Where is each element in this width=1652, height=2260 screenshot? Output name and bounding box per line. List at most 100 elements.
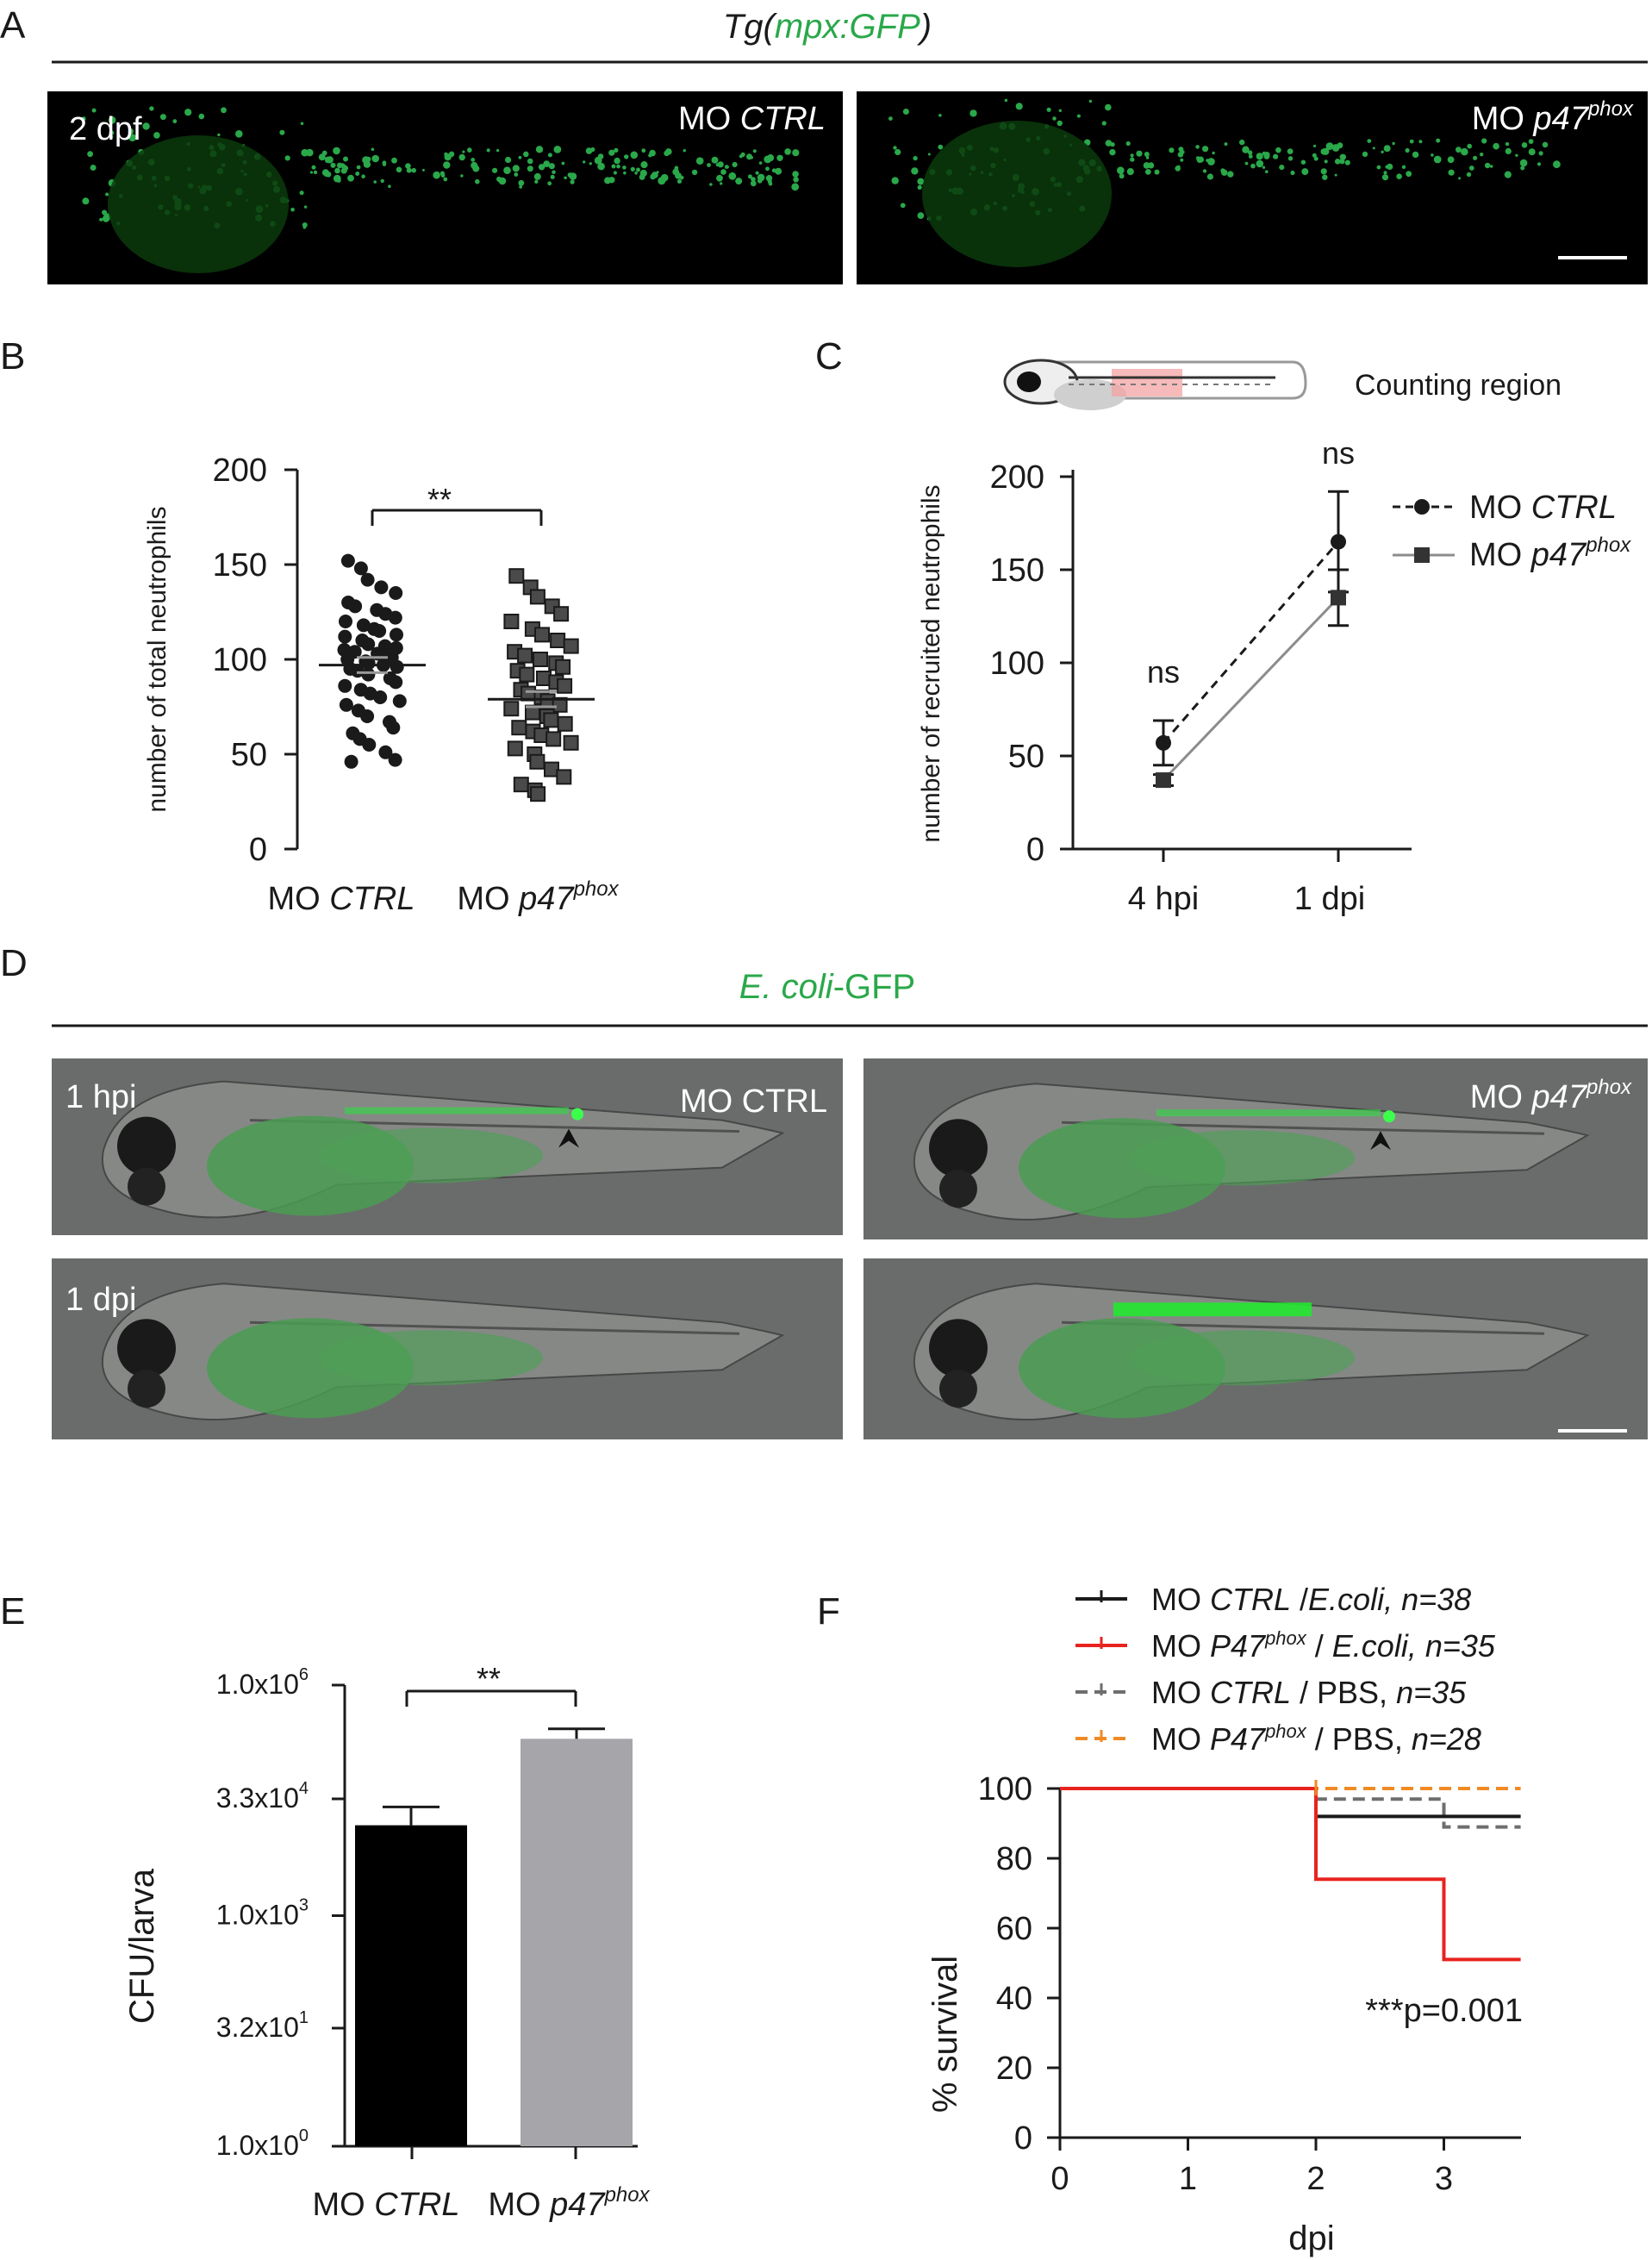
- neutrophil-dot: [1109, 148, 1116, 156]
- neutrophil-dot: [548, 163, 555, 170]
- neutrophil-dot: [792, 149, 800, 157]
- neutrophil-dot: [561, 161, 565, 165]
- survival-curve: [1060, 1787, 1521, 1829]
- neutrophil-dot: [728, 172, 737, 180]
- neutrophil-dot: [1504, 171, 1512, 178]
- neutrophil-dot: [1480, 153, 1484, 157]
- neutrophil-dot: [1381, 174, 1389, 181]
- larva-schematic: [1003, 359, 1307, 410]
- neutrophil-dot: [649, 149, 656, 157]
- neutrophil-dot: [1320, 168, 1327, 175]
- ytick-label: 0: [249, 832, 267, 868]
- neutrophil-dot: [1195, 156, 1200, 160]
- neutrophil-dot: [1433, 155, 1442, 164]
- neutrophil-dot: [467, 147, 472, 153]
- panel-b-letter: B: [0, 335, 25, 378]
- neutrophil-dot: [1250, 163, 1256, 169]
- neutrophil-dot: [895, 148, 901, 156]
- neutrophil-dot: [1248, 154, 1253, 159]
- neutrophil-dot: [421, 168, 425, 172]
- neutrophil-dot: [1256, 153, 1263, 160]
- neutrophil-dot: [1396, 173, 1402, 179]
- panel-e-yticks: 1.0x106 3.3x104 1.0x103 3.2x101 1.0x100: [216, 1665, 345, 2161]
- counting-region-label: Counting region: [1355, 369, 1562, 402]
- neutrophil-dot: [776, 154, 783, 161]
- neutrophil-dot: [1117, 166, 1125, 174]
- neutrophil-dot: [750, 156, 753, 159]
- data-point: [348, 599, 363, 614]
- neutrophil-dot: [709, 183, 713, 186]
- neutrophil-dot: [1312, 144, 1317, 147]
- legend-ctrl-marker: [1414, 499, 1430, 515]
- panel-f-letter: F: [817, 1590, 840, 1633]
- neutrophil-dot: [752, 149, 757, 153]
- neutrophil-dot: [784, 148, 791, 155]
- neutrophil-dot: [634, 172, 638, 175]
- data-point: [374, 580, 389, 595]
- panel-f-series: [1060, 1780, 1521, 1962]
- neutrophil-dot: [519, 185, 522, 189]
- neutrophil-dot: [1256, 159, 1264, 168]
- neutrophil-dot: [1144, 169, 1151, 175]
- data-point: [533, 652, 548, 667]
- neutrophil-dot: [91, 108, 97, 113]
- image-ctrl-1dpi: [52, 1258, 843, 1439]
- neutrophil-dot: [1195, 145, 1200, 149]
- panel-b-yticks: 200 150 100 50 0: [213, 453, 297, 868]
- neutrophil-dot: [917, 184, 922, 190]
- data-point: [339, 615, 352, 628]
- neutrophil-dot: [505, 156, 512, 164]
- xtick-label: 3: [1435, 2161, 1453, 2197]
- neutrophil-dot: [475, 178, 480, 184]
- data-point: [361, 637, 376, 652]
- neutrophil-dot: [406, 167, 412, 173]
- neutrophil-dot: [1169, 147, 1175, 153]
- neutrophil-dot: [217, 133, 221, 137]
- panel-e-letter: E: [0, 1590, 25, 1633]
- neutrophil-dot: [1339, 159, 1345, 165]
- neutrophil-dot: [791, 183, 800, 191]
- data-point: [513, 777, 529, 793]
- panel-e-cat-p47: MO p47phox: [488, 2183, 650, 2223]
- neutrophil-dot: [321, 150, 327, 156]
- neutrophil-dot: [676, 178, 683, 184]
- neutrophil-dot: [1154, 169, 1160, 175]
- neutrophil-dot: [128, 128, 134, 134]
- neutrophil-dot: [300, 122, 304, 126]
- neutrophil-dot: [608, 149, 615, 156]
- panel-b: B number of total neutrophils 200 150 100 5…: [0, 335, 620, 917]
- neutrophil-dot: [1436, 138, 1441, 143]
- neutrophil-dot: [1287, 156, 1294, 161]
- data-point: [503, 701, 520, 717]
- neutrophil-dot: [396, 166, 402, 173]
- neutrophil-dot: [1324, 159, 1328, 164]
- neutrophil-dot: [1467, 143, 1472, 149]
- neutrophil-dot: [1076, 114, 1081, 118]
- ytick-label: 60: [996, 1911, 1032, 1947]
- data-point: [1331, 534, 1346, 550]
- neutrophil-dot: [309, 171, 314, 174]
- neutrophil-dot: [1461, 147, 1468, 156]
- data-point: [353, 561, 368, 576]
- data-point: [511, 720, 527, 736]
- neutrophil-dot: [902, 109, 909, 115]
- neutrophil-dot: [1227, 171, 1234, 178]
- panel-c-letter: C: [815, 335, 843, 378]
- data-point: [361, 656, 376, 671]
- neutrophil-dot: [1528, 139, 1534, 145]
- neutrophil-dot: [1101, 121, 1107, 126]
- neutrophil-dot: [767, 179, 772, 184]
- panel-b-cat-ctrl: MO CTRL: [267, 881, 415, 917]
- neutrophil-dot: [334, 167, 340, 174]
- neutrophil-dot: [1239, 139, 1245, 146]
- ns-label-1dpi: ns: [1322, 435, 1355, 471]
- neutrophil-dot: [1178, 147, 1184, 153]
- neutrophil-dot: [443, 161, 451, 169]
- data-point: [389, 675, 403, 690]
- neutrophil-dot: [1538, 151, 1543, 156]
- neutrophil-dot: [630, 166, 635, 172]
- neutrophil-dot: [1015, 103, 1023, 110]
- neutrophil-dot: [691, 169, 698, 176]
- neutrophil-dot: [1468, 165, 1474, 171]
